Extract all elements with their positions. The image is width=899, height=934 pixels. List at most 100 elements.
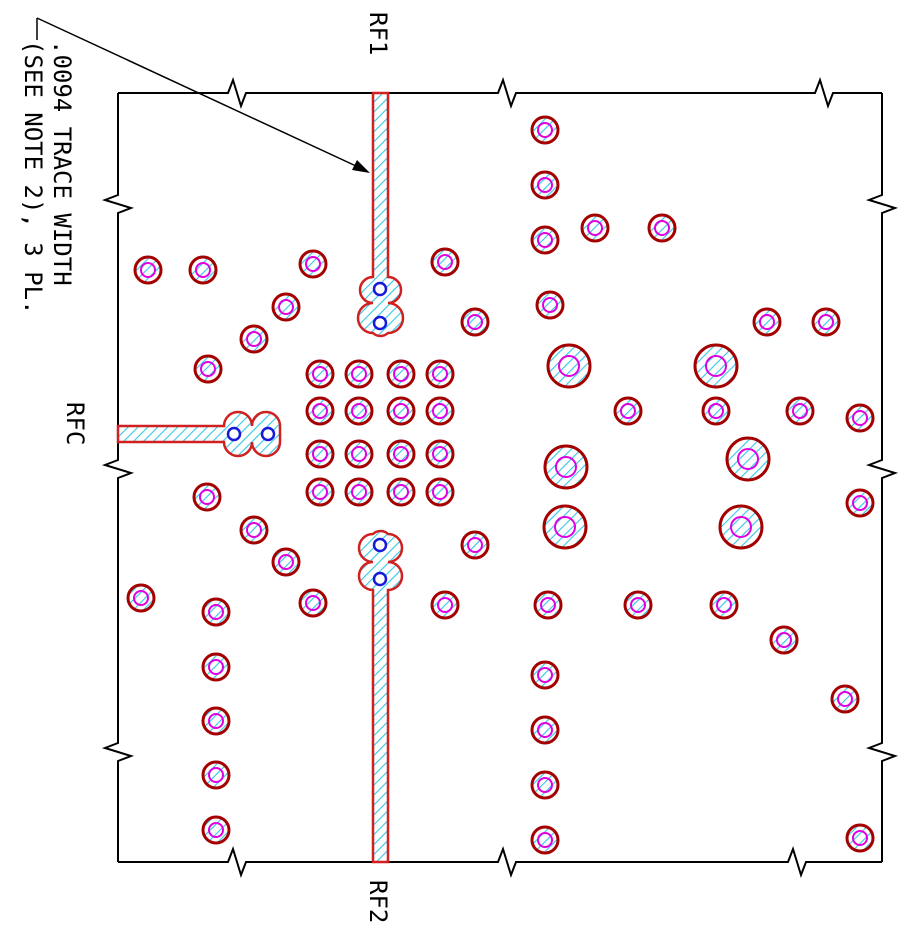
small-via <box>271 547 301 577</box>
small-via <box>613 396 643 426</box>
small-via <box>386 396 416 426</box>
small-via <box>425 439 455 469</box>
rf-traces <box>116 91 405 864</box>
small-via <box>530 115 560 145</box>
via-drill-hole <box>437 254 453 270</box>
via-drill-hole <box>708 403 724 419</box>
via-pad-ring <box>133 255 163 285</box>
trace-via <box>226 426 242 442</box>
via-drill-hole <box>432 366 448 382</box>
via-drill-hole <box>467 314 483 330</box>
small-via <box>460 307 490 337</box>
via-drill-hole <box>467 537 483 553</box>
via-pad-ring <box>530 660 560 690</box>
trace-via <box>372 315 388 331</box>
via-drill-hole <box>542 297 558 313</box>
small-via <box>580 213 610 243</box>
via-pad-ring <box>305 396 335 426</box>
via-drill-hole <box>837 691 853 707</box>
via-drill-hole <box>537 667 553 683</box>
via-drill-hole <box>208 822 224 838</box>
via-drill-hole <box>737 448 759 470</box>
via-pad-ring <box>305 439 335 469</box>
via-pad-ring <box>543 444 589 490</box>
small-via <box>344 477 374 507</box>
via-drill-hole <box>776 632 792 648</box>
via-pad-ring <box>530 715 560 745</box>
via-drill-hole <box>351 446 367 462</box>
via-drill-hole <box>312 446 328 462</box>
via-drill-hole <box>537 122 553 138</box>
via-pad-ring <box>298 249 328 279</box>
via-drill-hole <box>208 767 224 783</box>
trace-via <box>260 426 276 442</box>
via-drill-hole <box>537 777 553 793</box>
via-pad-ring <box>530 825 560 855</box>
via-drill-hole <box>554 516 576 538</box>
small-via <box>530 170 560 200</box>
via-pad-ring <box>344 396 374 426</box>
small-via <box>430 247 460 277</box>
small-via <box>845 488 875 518</box>
via-pad-ring <box>530 225 560 255</box>
via-drill-hole <box>305 595 321 611</box>
via-drill-hole <box>133 590 149 606</box>
via-drill-hole <box>200 361 216 377</box>
via-pad-ring <box>344 477 374 507</box>
via-drill-hole <box>716 597 732 613</box>
small-via <box>344 396 374 426</box>
via-pad-ring <box>298 588 328 618</box>
small-via <box>305 477 335 507</box>
small-via <box>530 715 560 745</box>
trace-via <box>372 571 388 587</box>
via-drill-hole <box>195 262 211 278</box>
note-leader-line <box>36 17 357 167</box>
via-pad-ring <box>201 760 231 790</box>
rfc-trace <box>116 410 282 458</box>
small-via <box>430 590 460 620</box>
via-drill-hole <box>555 456 577 478</box>
via-drill-hole <box>393 403 409 419</box>
via-pad-ring <box>580 213 610 243</box>
rf1-label: RF1 <box>364 12 392 55</box>
via-drill-hole <box>432 403 448 419</box>
via-pad-ring <box>530 115 560 145</box>
small-via <box>298 249 328 279</box>
small-via <box>785 396 815 426</box>
via-drill-hole <box>351 403 367 419</box>
via-pad-ring <box>201 815 231 845</box>
large-via <box>543 444 589 490</box>
small-via <box>344 439 374 469</box>
small-via <box>530 660 560 690</box>
via-pad-ring <box>725 436 771 482</box>
via-drill-hole <box>432 446 448 462</box>
via-drill-hole <box>199 489 215 505</box>
via-pad-ring <box>425 477 455 507</box>
via-drill-hole <box>208 713 224 729</box>
via-pad-ring <box>271 292 301 322</box>
small-via <box>201 597 231 627</box>
via-drill-hole <box>852 410 868 426</box>
small-via <box>201 706 231 736</box>
via-drill-hole <box>537 722 553 738</box>
small-via <box>271 292 301 322</box>
small-via <box>533 590 563 620</box>
via-pad-ring <box>701 396 731 426</box>
via-drill-hole <box>278 299 294 315</box>
via-pad-ring <box>530 170 560 200</box>
small-via <box>386 359 416 389</box>
via-drill-hole <box>351 366 367 382</box>
board-outline-top <box>118 76 882 110</box>
small-via <box>811 307 841 337</box>
trace-width-note-line2: (SEE NOTE 2), 3 PL. <box>19 40 47 315</box>
small-via <box>193 354 223 384</box>
small-via <box>298 588 328 618</box>
via-drill-hole <box>587 220 603 236</box>
via-pad-ring <box>386 477 416 507</box>
small-via <box>623 590 653 620</box>
via-pad-ring <box>425 359 455 389</box>
via-drill-hole <box>312 403 328 419</box>
rf2-label: RF2 <box>364 880 392 923</box>
small-via <box>201 760 231 790</box>
